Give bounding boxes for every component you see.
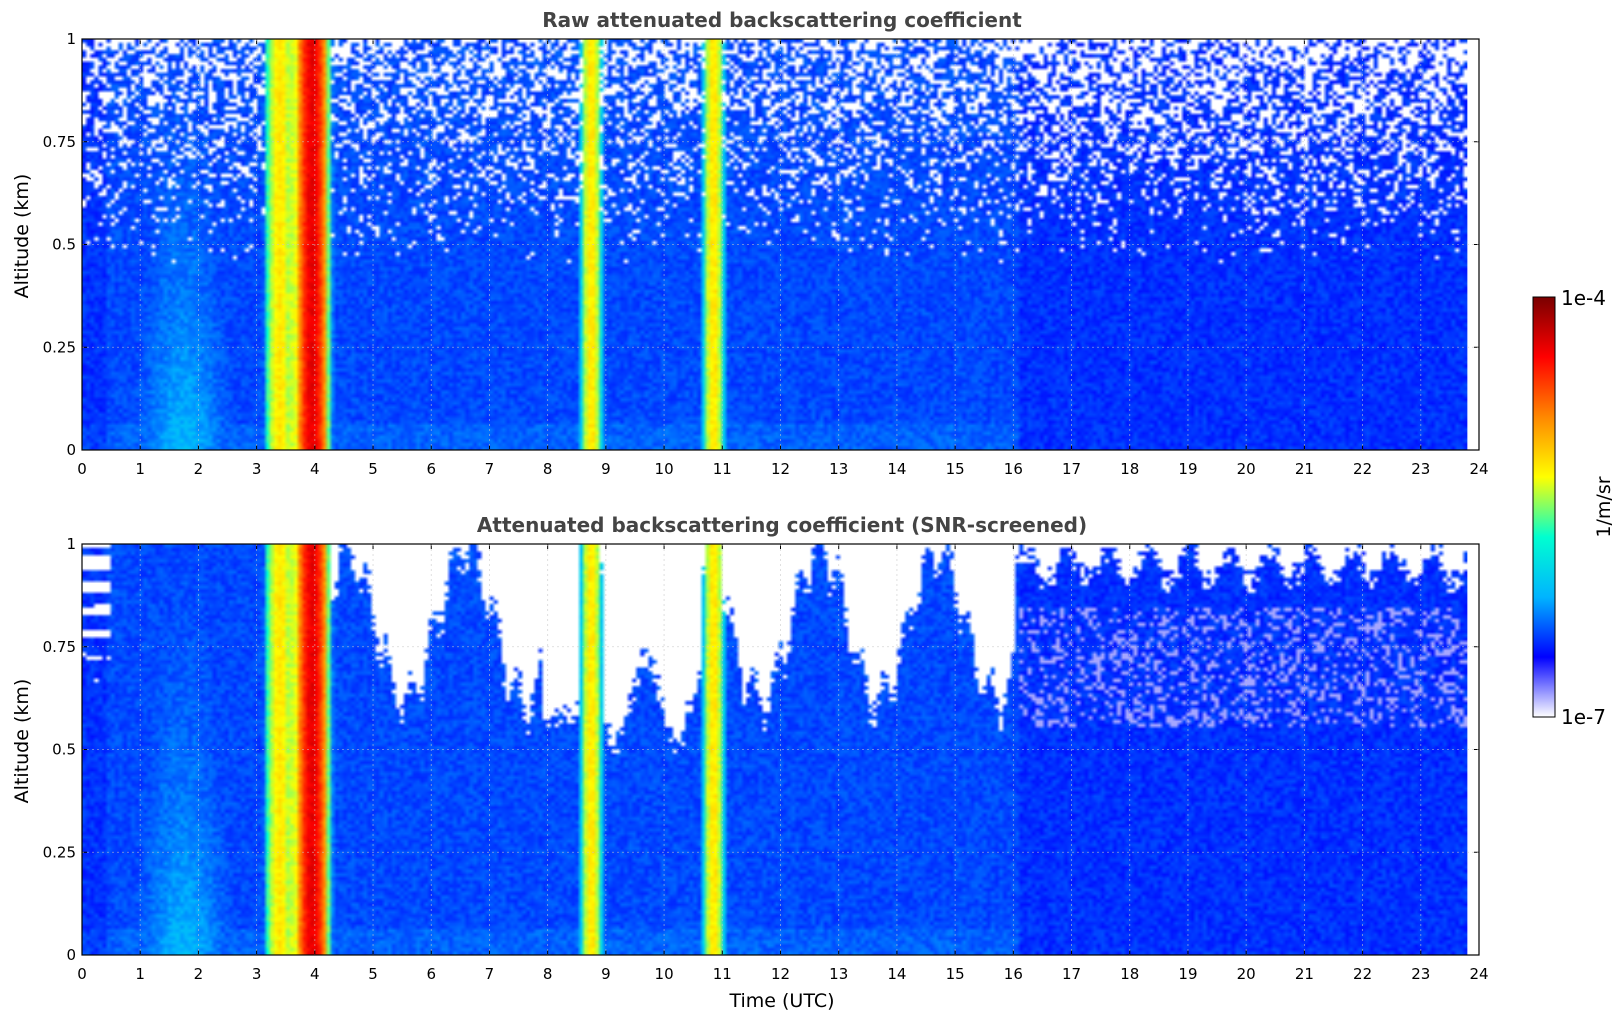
x-tick-label: 6 [426, 965, 436, 983]
y-tick-label: 0.5 [52, 741, 76, 759]
plot-frame [81, 543, 1480, 956]
colorbar-max-label: 1e-4 [1561, 286, 1606, 310]
x-axis-label: Time (UTC) [728, 990, 834, 1012]
x-tick-label: 13 [829, 965, 848, 983]
bottom-y-ticks: 0 0.25 0.5 0.75 1 [43, 535, 1479, 964]
x-tick-label: 16 [1004, 460, 1023, 478]
x-tick-label: 4 [310, 460, 320, 478]
x-tick-label: 14 [887, 965, 906, 983]
x-tick-label: 2 [194, 460, 204, 478]
x-tick-label: 1 [135, 965, 145, 983]
y-tick-label: 0 [66, 441, 76, 459]
bottom-chart-title: Attenuated backscattering coefficient (S… [477, 513, 1087, 537]
x-tick-label: 19 [1178, 965, 1197, 983]
x-tick-label: 23 [1411, 460, 1430, 478]
top-x-ticks: 0 1 2 3 4 5 6 7 8 9 10 11 12 13 14 15 16 17 18 19 20 21 22 23 24 [77, 39, 1489, 478]
x-tick-label: 12 [771, 965, 790, 983]
screened-backscatter-heatmap [82, 544, 1468, 955]
plot-frame [81, 38, 1480, 451]
top-chart-title: Raw attenuated backscattering coefficien… [542, 8, 1022, 32]
raw-backscatter-panel: Raw attenuated backscattering coefficien… [11, 8, 1489, 478]
y-tick-label: 0.5 [52, 236, 76, 254]
x-tick-label: 12 [771, 460, 790, 478]
x-tick-label: 8 [543, 965, 553, 983]
x-tick-label: 17 [1062, 965, 1081, 983]
colorbar-label: 1/m/sr [1593, 476, 1615, 537]
x-tick-label: 20 [1237, 965, 1256, 983]
x-tick-label: 21 [1295, 965, 1314, 983]
x-tick-label: 22 [1353, 460, 1372, 478]
x-tick-label: 19 [1178, 460, 1197, 478]
x-tick-label: 5 [368, 965, 378, 983]
x-tick-label: 18 [1120, 965, 1139, 983]
x-tick-label: 13 [829, 460, 848, 478]
x-tick-label: 7 [485, 460, 495, 478]
x-tick-label: 15 [946, 460, 965, 478]
x-tick-label: 6 [426, 460, 436, 478]
colorbar-min-label: 1e-7 [1561, 705, 1606, 729]
x-tick-label: 10 [655, 460, 674, 478]
x-tick-label: 3 [252, 460, 262, 478]
x-tick-label: 22 [1353, 965, 1372, 983]
x-tick-label: 9 [601, 460, 611, 478]
y-tick-label: 0.75 [43, 133, 76, 151]
colorbar-gradient [1532, 296, 1556, 718]
x-tick-label: 1 [135, 460, 145, 478]
x-tick-label: 14 [887, 460, 906, 478]
x-tick-label: 0 [77, 460, 87, 478]
x-tick-label: 9 [601, 965, 611, 983]
x-tick-label: 21 [1295, 460, 1314, 478]
x-tick-label: 17 [1062, 460, 1081, 478]
x-tick-label: 8 [543, 460, 553, 478]
x-tick-label: 24 [1469, 460, 1488, 478]
y-tick-label: 1 [66, 30, 76, 48]
x-tick-label: 3 [252, 965, 262, 983]
x-tick-label: 4 [310, 965, 320, 983]
x-tick-label: 23 [1411, 965, 1430, 983]
grid [81, 38, 1480, 451]
x-tick-label: 20 [1237, 460, 1256, 478]
x-tick-label: 10 [655, 965, 674, 983]
raw-backscatter-heatmap [82, 39, 1468, 450]
x-tick-label: 15 [946, 965, 965, 983]
x-tick-label: 5 [368, 460, 378, 478]
screened-backscatter-panel: Attenuated backscattering coefficient (S… [11, 513, 1489, 1012]
x-tick-label: 24 [1469, 965, 1488, 983]
top-y-axis-label: Altitude (km) [11, 174, 33, 299]
y-tick-label: 0 [66, 946, 76, 964]
bottom-x-ticks: 0 1 2 3 4 5 6 7 8 9 10 11 12 13 14 15 16 17 18 19 20 21 22 23 24 [77, 544, 1489, 983]
x-tick-label: 0 [77, 965, 87, 983]
y-tick-label: 0.25 [43, 843, 76, 861]
y-tick-label: 0.75 [43, 638, 76, 656]
x-tick-label: 11 [713, 460, 732, 478]
x-tick-label: 11 [713, 965, 732, 983]
y-tick-label: 1 [66, 535, 76, 553]
bottom-y-axis-label: Altitude (km) [11, 679, 33, 804]
colorbar: 1e-4 1e-7 1/m/sr [1532, 286, 1615, 729]
top-y-ticks: 0 0.25 0.5 0.75 1 [43, 30, 1479, 459]
x-tick-label: 16 [1004, 965, 1023, 983]
x-tick-label: 18 [1120, 460, 1139, 478]
x-tick-label: 2 [194, 965, 204, 983]
y-tick-label: 0.25 [43, 338, 76, 356]
x-tick-label: 7 [485, 965, 495, 983]
